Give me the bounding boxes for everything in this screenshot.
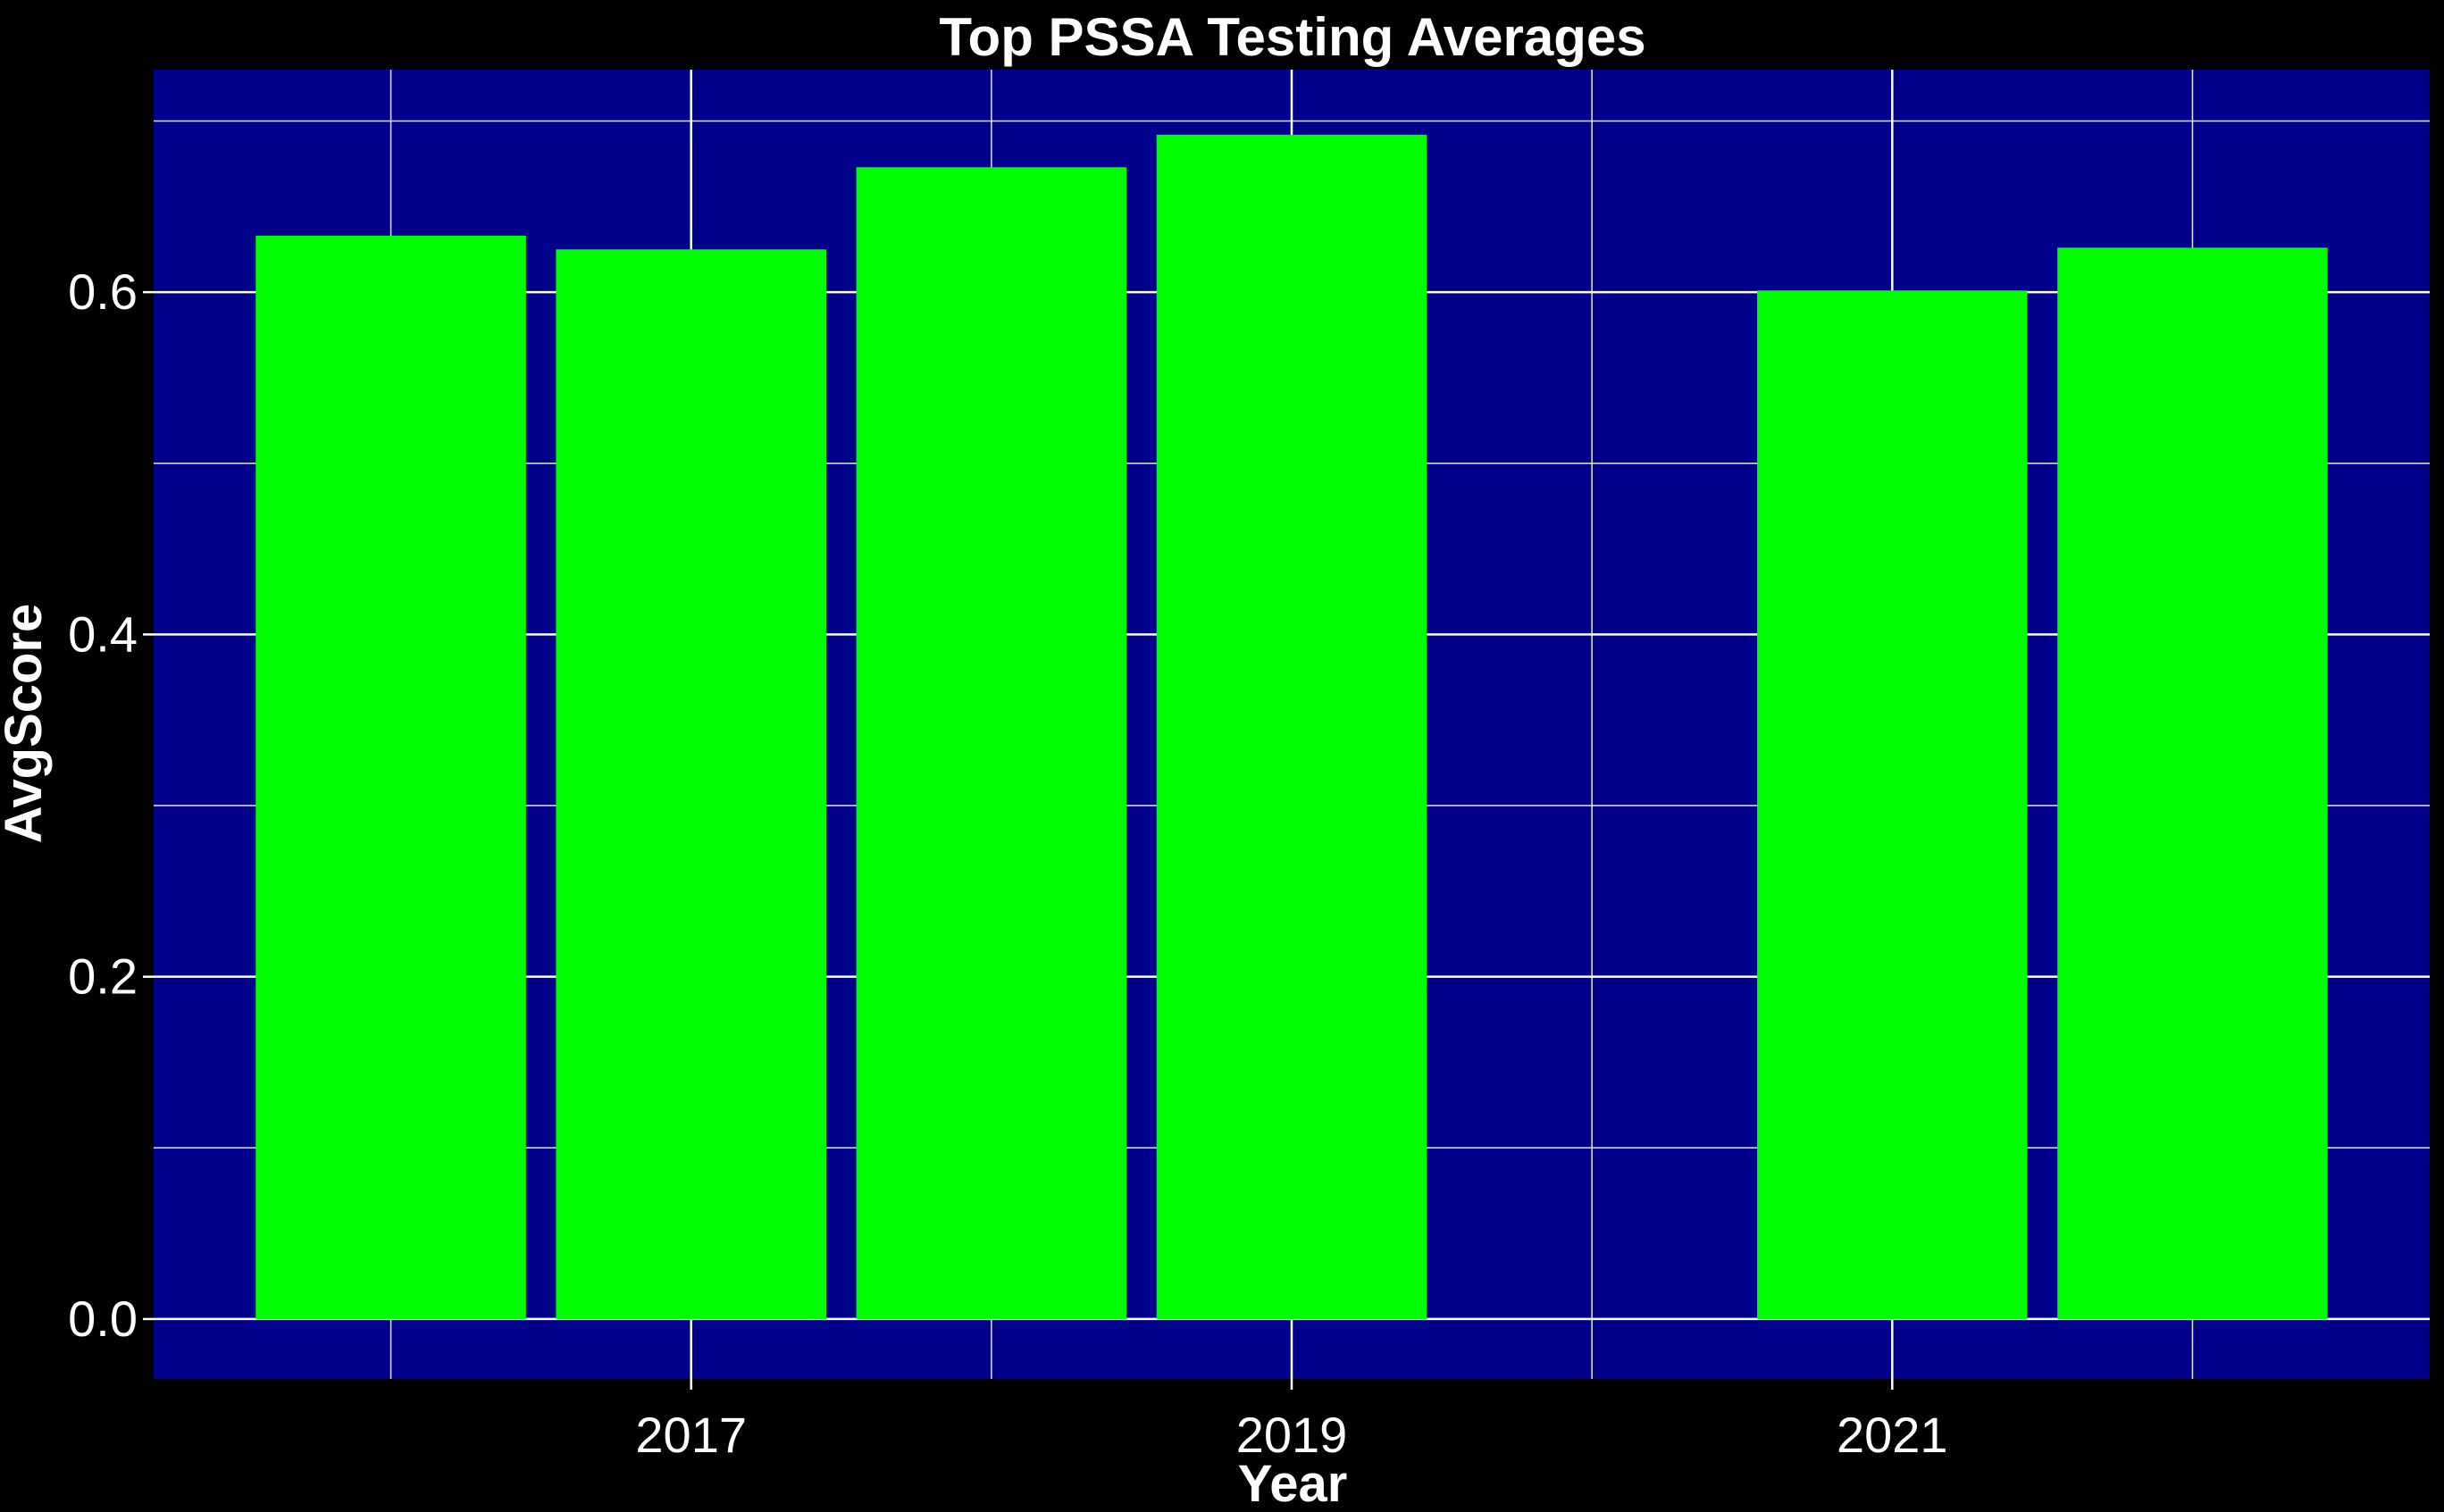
bars — [255, 134, 2328, 1319]
x-tick-label: 2019 — [1236, 1407, 1348, 1463]
bar-2018 — [856, 167, 1127, 1319]
bar-2021 — [1757, 290, 2028, 1319]
bar-2019 — [1156, 134, 1427, 1319]
x-axis-title: Year — [1238, 1455, 1348, 1508]
bar-2016 — [255, 235, 526, 1319]
y-tick-label: 0.2 — [68, 948, 138, 1005]
y-tick-label: 0.4 — [68, 606, 138, 662]
y-tick-label: 0.0 — [68, 1291, 138, 1347]
bar-2022 — [2057, 247, 2328, 1319]
y-tick-label: 0.6 — [68, 263, 138, 320]
bar-2017 — [556, 249, 826, 1319]
x-tick-label: 2021 — [1837, 1407, 1948, 1463]
x-tick-label: 2017 — [635, 1407, 747, 1463]
chart-title: Top PSSA Testing Averages — [939, 7, 1645, 67]
tick-labels: 0.0 0.2 0.4 0.6 2017 2019 2021 — [68, 263, 1947, 1463]
axis-ticks — [143, 290, 1894, 1390]
y-axis-title: AvgScore — [0, 604, 53, 844]
